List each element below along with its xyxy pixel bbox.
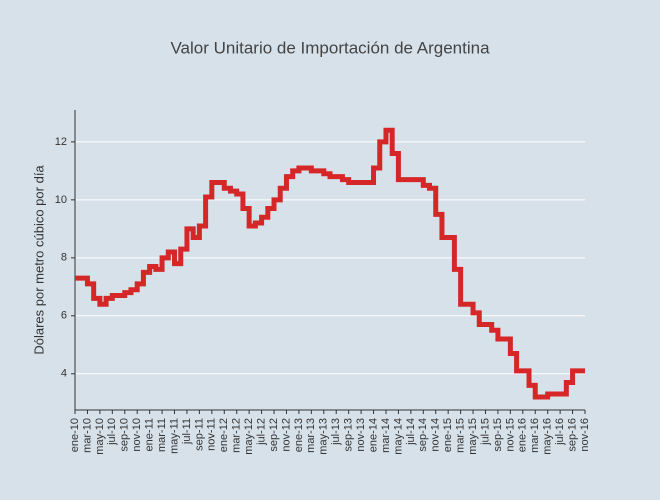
x-tick-label: ene-16 — [517, 418, 529, 452]
x-tick-label: sep-11 — [193, 418, 205, 451]
x-tick-label: ene-12 — [218, 418, 230, 452]
x-tick-label: mar-10 — [81, 418, 93, 453]
y-tick-label: 6 — [61, 310, 67, 322]
x-tick-label: sep-13 — [343, 418, 355, 452]
x-tick-label: sep-14 — [417, 418, 429, 452]
x-tick-label: sep-10 — [119, 418, 131, 452]
y-tick-label: 10 — [55, 194, 67, 206]
x-tick-label: mar-12 — [231, 418, 243, 453]
x-tick-label: sep-12 — [268, 418, 280, 452]
x-tick-label: ene-15 — [442, 418, 454, 452]
x-tick-label: nov-12 — [280, 418, 292, 452]
x-tick-label: may-14 — [392, 418, 404, 455]
x-tick-label: ene-11 — [144, 418, 156, 451]
y-tick-label: 4 — [61, 368, 67, 380]
x-tick-label: jul-14 — [405, 418, 417, 446]
x-tick-label: jul-12 — [255, 418, 267, 446]
x-tick-label: ene-13 — [293, 418, 305, 452]
x-tick-label: may-15 — [467, 418, 479, 455]
x-tick-label: ene-14 — [367, 418, 379, 452]
x-tick-label: nov-11 — [206, 418, 218, 451]
x-tick-label: nov-16 — [579, 418, 591, 452]
x-tick-label: mar-13 — [305, 418, 317, 453]
x-tick-label: may-16 — [542, 418, 554, 455]
x-tick-label: may-11 — [168, 418, 180, 454]
x-tick-label: nov-10 — [131, 418, 143, 452]
y-tick-label: 8 — [61, 252, 67, 264]
x-tick-label: nov-14 — [430, 418, 442, 452]
x-tick-label: mar-15 — [455, 418, 467, 453]
x-tick-label: may-10 — [94, 418, 106, 455]
x-tick-label: mar-11 — [156, 418, 168, 452]
x-tick-label: mar-16 — [529, 418, 541, 453]
x-tick-label: sep-15 — [492, 418, 504, 452]
x-tick-label: sep-16 — [566, 418, 578, 452]
x-tick-label: ene-10 — [69, 418, 81, 452]
x-tick-label: jul-16 — [554, 418, 566, 446]
chart-title: Valor Unitario de Importación de Argenti… — [170, 38, 490, 57]
data-line — [75, 127, 585, 400]
x-tick-label: jul-11 — [181, 418, 193, 445]
x-tick-label: nov-13 — [355, 418, 367, 452]
x-tick-label: may-13 — [318, 418, 330, 455]
x-tick-label: jul-13 — [330, 418, 342, 446]
x-tick-label: jul-10 — [106, 418, 118, 446]
x-tick-label: may-12 — [243, 418, 255, 455]
x-tick-label: jul-15 — [479, 418, 491, 446]
x-tick-label: mar-14 — [380, 418, 392, 453]
y-tick-label: 12 — [55, 136, 67, 148]
y-axis-title: Dólares por metro cúbico por día — [31, 165, 46, 355]
x-tick-label: nov-15 — [504, 418, 516, 452]
